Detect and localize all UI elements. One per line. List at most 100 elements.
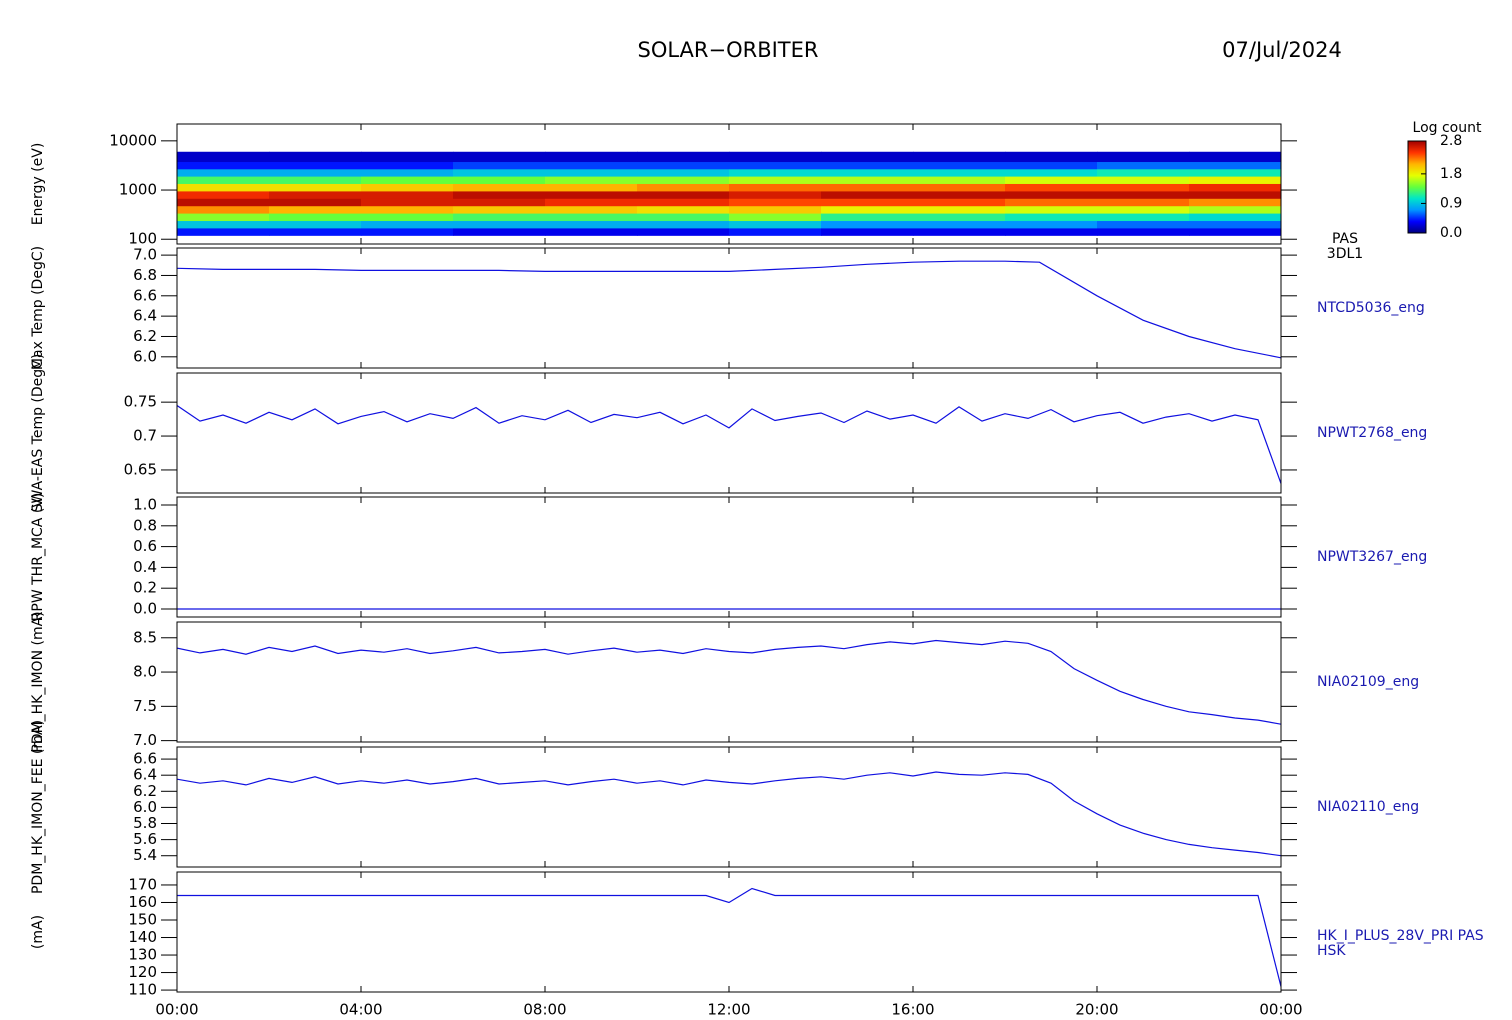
- heat-cell: [361, 198, 454, 207]
- panel-label: NPWT3267_eng: [1317, 549, 1427, 565]
- heat-cell: [913, 220, 1006, 229]
- heat-cell: [1189, 213, 1281, 222]
- heat-cell: [177, 227, 270, 236]
- heat-cell: [269, 213, 362, 222]
- heat-cell: [637, 151, 730, 163]
- heat-cell: [637, 205, 730, 214]
- heat-cell: [269, 161, 362, 170]
- heat-cell: [453, 161, 546, 170]
- panel-frame: [176, 746, 1282, 868]
- heat-cell: [729, 161, 822, 170]
- y-tick-label: 6.6: [133, 750, 157, 768]
- line: [177, 405, 1281, 484]
- heat-cell: [361, 161, 454, 170]
- date: 07/Jul/2024: [1222, 38, 1342, 62]
- panel-label: NIA02110_eng: [1317, 799, 1419, 815]
- heat-cell: [361, 183, 454, 192]
- plot-area: [177, 151, 1281, 236]
- heat-cell: [1189, 190, 1281, 199]
- heat-cell: [729, 176, 822, 184]
- title: SOLAR−ORBITER: [637, 38, 818, 62]
- line: [177, 260, 1281, 359]
- y-tick-label: 150: [128, 911, 157, 929]
- heat-cell: [453, 220, 546, 229]
- y-axis-label: PDM_HK_IMON_FEE (mA): [30, 720, 46, 894]
- heat-cell: [913, 198, 1006, 207]
- heat-cell: [729, 168, 822, 177]
- heat-cell: [821, 220, 914, 229]
- colorbar-tick-label: 0.0: [1440, 225, 1462, 241]
- colorbar-tick-label: 1.8: [1440, 166, 1462, 182]
- heat-cell: [1005, 161, 1098, 170]
- y-tick-label: 8.0: [133, 663, 157, 681]
- y-tick-label: 140: [128, 928, 157, 946]
- line: [177, 887, 1281, 987]
- y-axis-label: Energy (eV): [30, 143, 46, 226]
- line: [177, 771, 1281, 857]
- heat-cell: [453, 227, 546, 236]
- y-tick-label: 8.5: [133, 628, 157, 646]
- heat-cell: [637, 176, 730, 184]
- heat-cell: [1005, 190, 1098, 199]
- y-axis-label: Max Temp (DegC): [30, 246, 46, 370]
- y-tick-label: 0.4: [133, 558, 157, 576]
- heat-cell: [177, 151, 270, 163]
- colorbar-title: Log count: [1413, 120, 1482, 136]
- heat-cell: [269, 168, 362, 177]
- heat-cell: [729, 205, 822, 214]
- heat-cell: [821, 161, 914, 170]
- heat-cell: [177, 183, 270, 192]
- panel-label: 3DL1: [1327, 246, 1363, 262]
- heat-cell: [1189, 220, 1281, 229]
- heat-cell: [1005, 176, 1098, 184]
- heat-cell: [453, 183, 546, 192]
- heat-cell: [1097, 183, 1190, 192]
- heat-cell: [913, 151, 1006, 163]
- panel-frame: [176, 871, 1282, 993]
- heat-cell: [1097, 151, 1190, 163]
- heat-cell: [361, 213, 454, 222]
- y-tick-label: 6.6: [133, 286, 157, 304]
- y-tick-label: 10000: [109, 131, 157, 149]
- heat-cell: [1097, 205, 1190, 214]
- y-tick-label: 110: [128, 981, 157, 999]
- heat-cell: [1189, 205, 1281, 214]
- heat-cell: [453, 168, 546, 177]
- panel-frame: [176, 621, 1282, 743]
- heat-cell: [545, 183, 638, 192]
- heat-cell: [821, 198, 914, 207]
- heat-cell: [453, 213, 546, 222]
- heat-cell: [913, 227, 1006, 236]
- heat-cell: [269, 176, 362, 184]
- heat-cell: [453, 176, 546, 184]
- heat-cell: [177, 168, 270, 177]
- heat-cell: [729, 213, 822, 222]
- x-tick-label: 20:00: [1075, 1001, 1118, 1019]
- heat-cell: [1005, 205, 1098, 214]
- heat-cell: [729, 198, 822, 207]
- y-tick-label: 0.8: [133, 516, 157, 534]
- x-tick-label: 00:00: [1259, 1001, 1302, 1019]
- y-tick-label: 130: [128, 946, 157, 964]
- heat-cell: [637, 198, 730, 207]
- colorbar: [1407, 140, 1427, 234]
- heat-cell: [1097, 176, 1190, 184]
- heat-cell: [545, 151, 638, 163]
- heat-cell: [545, 161, 638, 170]
- heat-cell: [1005, 227, 1098, 236]
- y-tick-label: 6.0: [133, 347, 157, 365]
- heat-cell: [913, 190, 1006, 199]
- heat-cell: [913, 176, 1006, 184]
- panel-frame: [176, 496, 1282, 618]
- heat-cell: [177, 161, 270, 170]
- plot-area: [177, 771, 1281, 857]
- heat-cell: [177, 176, 270, 184]
- y-tick-label: 7.0: [133, 731, 157, 749]
- heat-cell: [1189, 168, 1281, 177]
- heat-cell: [269, 190, 362, 199]
- heat-cell: [269, 220, 362, 229]
- y-tick-label: 6.0: [133, 798, 157, 816]
- y-tick-label: 0.75: [124, 393, 157, 411]
- heat-cell: [637, 190, 730, 199]
- heat-cell: [1005, 183, 1098, 192]
